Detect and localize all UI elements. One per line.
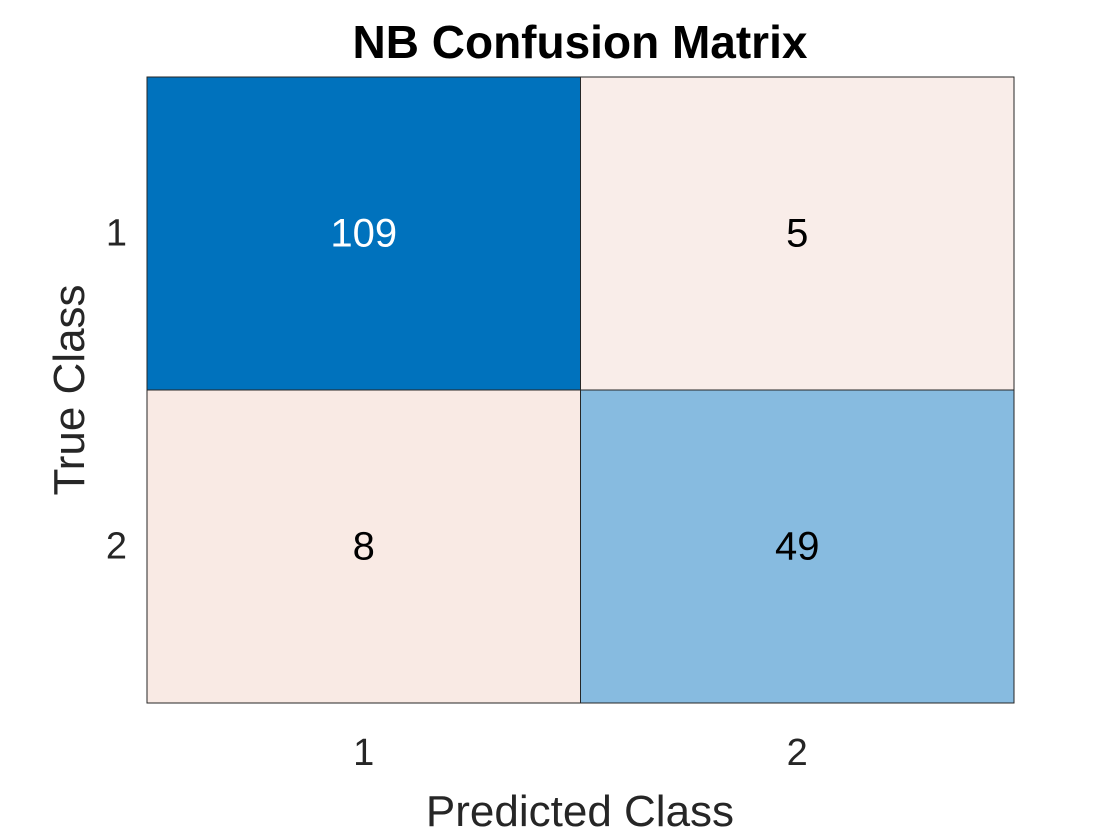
y-tick-label: 2 xyxy=(106,526,127,568)
x-axis-label: Predicted Class xyxy=(426,787,734,836)
y-axis-ticks: 12 xyxy=(106,213,127,568)
cell-value-r2-c2: 49 xyxy=(775,525,820,569)
cell-value-r1-c2: 5 xyxy=(786,212,808,256)
y-tick-label: 1 xyxy=(106,213,127,255)
cell-value-r2-c1: 8 xyxy=(353,525,375,569)
matrix-cell-r2-c1 xyxy=(146,389,581,704)
plot-border xyxy=(146,76,1015,704)
matrix-cell-r1-c1 xyxy=(146,76,581,391)
x-tick-label: 1 xyxy=(353,732,374,774)
chart-title: NB Confusion Matrix xyxy=(353,16,808,68)
x-tick-label: 2 xyxy=(787,732,808,774)
cell-value-r1-c1: 109 xyxy=(330,212,397,256)
matrix-cell-labels: 109 5 8 49 xyxy=(330,212,819,569)
matrix-cells xyxy=(146,76,1015,704)
matrix-cell-r1-c2 xyxy=(580,76,1015,391)
matrix-cell-r2-c2 xyxy=(580,389,1015,704)
y-axis-label: True Class xyxy=(45,284,94,495)
